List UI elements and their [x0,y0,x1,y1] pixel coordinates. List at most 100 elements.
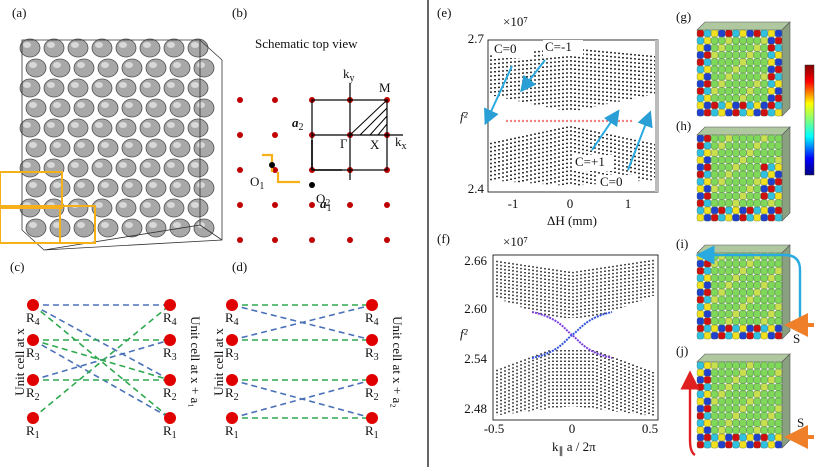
y-tick-label: 2.7 [468,31,485,46]
cube-cell [696,214,704,222]
cube-cell [703,37,712,45]
cube-cell [732,412,740,420]
cube-cell [732,281,740,289]
cube-cell [711,170,719,179]
cube-cell [718,156,726,164]
cube-cell [725,303,733,311]
cube-cell [746,185,754,193]
site [164,334,176,346]
cube-cell [703,324,712,333]
cube-cell [711,332,719,340]
cube-cell [718,369,726,377]
cube-cell [725,267,733,275]
cube-cell [767,441,775,449]
cube-cell [711,317,719,325]
cube-cell [739,185,747,193]
cube-cell [774,206,783,215]
cylinder-top [173,142,181,148]
cube-cell [760,87,768,95]
cube-cell [725,134,733,143]
cube-cell [753,185,761,193]
cube-cell [753,134,761,143]
cube-cell [732,441,740,449]
cube-cell [696,441,704,449]
cube-cell [703,87,712,95]
cube-cell [767,44,775,52]
cube-cell [760,163,768,171]
cube-cell [732,332,740,340]
cube-cell [746,192,754,200]
cube-cell [767,206,775,215]
cylinder-top [173,102,181,108]
cube-cell [718,405,726,413]
cube-cell [767,281,775,289]
cylinder-top [119,122,127,128]
label: R4 [26,310,40,328]
cylinder-top [29,222,37,228]
cylinder [73,218,95,238]
cube-cell [753,87,761,95]
colorbar [804,64,815,176]
cube-cell [753,192,761,200]
cube-cell [774,310,783,318]
cube-cell [760,303,768,311]
cube-cell [703,296,712,304]
cylinder [139,78,161,98]
cube-cell [711,405,719,413]
cube-cell [767,142,775,150]
x-tick-label: 0.5 [642,421,658,436]
cube-cell [767,199,775,207]
label-sub: 3 [172,352,177,363]
cube-cell [703,109,712,117]
edge-dot [617,119,621,123]
y-label: f² [460,326,469,341]
cube-cell [739,73,747,81]
cube-cell [718,142,726,150]
cube-cell [703,376,712,384]
cube-cell [732,109,740,117]
cube-cell [732,178,740,186]
edge-dot [629,119,633,123]
cylinder-top [143,162,151,168]
cube-cell [753,178,761,186]
cube-cell [767,317,775,325]
cube-cell [774,296,783,304]
cube-cell [732,156,740,164]
cube-cell [739,65,747,74]
cylinder [43,118,65,138]
cube-cell [767,390,775,398]
cube-cell [732,397,740,406]
cube-cell [703,73,712,81]
cube-cell [739,441,747,449]
label: R2 [26,385,40,403]
panel-label: (c) [10,259,24,274]
cube-cell [725,170,733,179]
cube-cell [718,178,726,186]
site [27,374,39,386]
cube-cell [725,206,733,215]
cube-cell [760,260,768,268]
label-sub: 1 [327,203,332,214]
cube-cell [711,163,719,171]
cylinder-top [53,102,61,108]
cube-cell [767,361,775,370]
cube-cell [746,274,754,282]
label-sub: 3 [374,352,379,363]
cube-cell [711,412,719,420]
cube-cell [703,317,712,325]
cube-cell [718,73,726,81]
cube-cell [725,412,733,420]
cube-cell [739,206,747,215]
cube-cell [732,142,740,150]
y-tick-label: 2.4 [468,181,485,196]
cube-cell [746,281,754,289]
cube-cell [732,73,740,81]
cube-cell [767,149,775,157]
cube-cell [746,37,754,45]
edge-dot [577,119,581,123]
cube-cell [767,288,775,297]
cylinder [163,198,185,218]
cube-cell [767,426,775,434]
cylinder-top [53,62,61,68]
cube-cell [746,426,754,434]
